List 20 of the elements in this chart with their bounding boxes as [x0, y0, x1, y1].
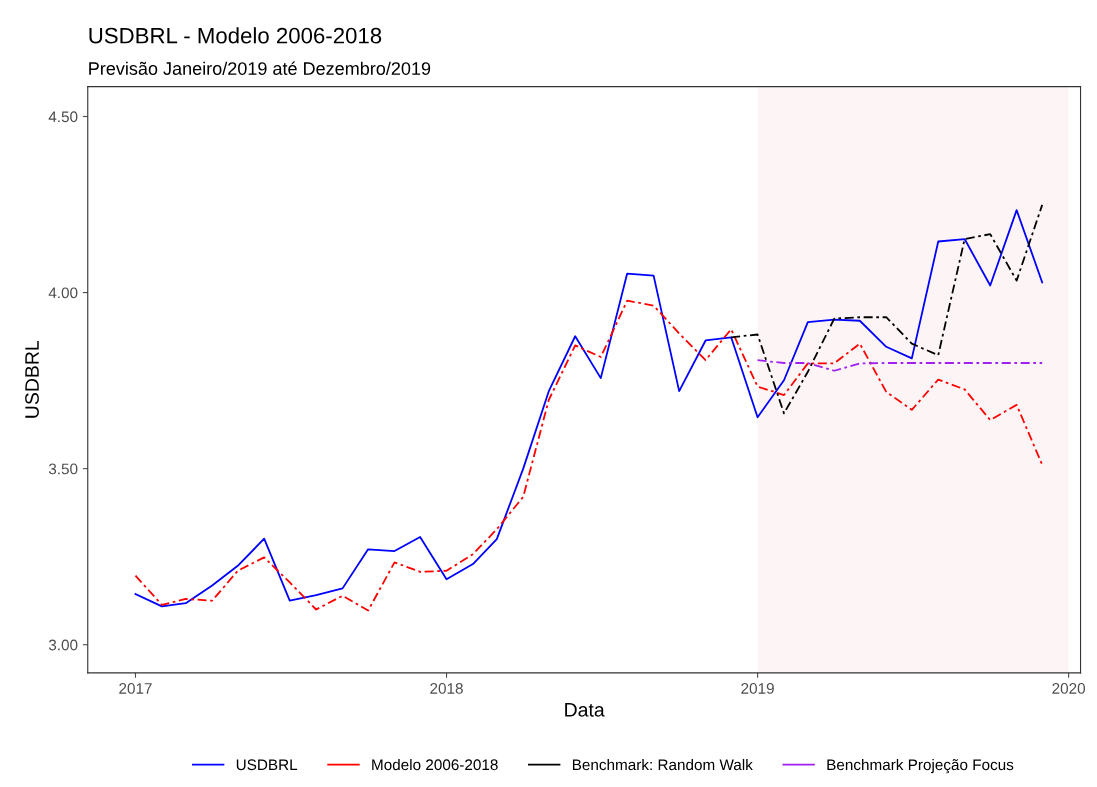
chart-title: USDBRL - Modelo 2006-2018 — [89, 27, 382, 44]
y-tick-label: 4.00 — [48, 287, 78, 299]
chart-subtitle: Previsão Janeiro/2019 até Dezembro/2019 — [89, 61, 431, 75]
x-tick-label: 2018 — [430, 683, 463, 694]
legend-label: Benchmark Projeção Focus — [827, 758, 1014, 774]
y-axis-title: USDBRL — [25, 340, 39, 418]
y-tick-label: 4.50 — [48, 111, 78, 123]
line-series — [134, 209, 1044, 608]
x-tick-label: 2017 — [119, 683, 152, 694]
x-tick-label: 2020 — [1052, 683, 1086, 694]
x-axis-title: Data — [565, 703, 605, 717]
x-tick-label: 2019 — [741, 683, 774, 694]
legend-label: Modelo 2006-2018 — [372, 758, 498, 771]
line-series — [134, 299, 1044, 612]
line-series — [756, 359, 1044, 372]
legend-label: Benchmark: Random Walk — [572, 758, 753, 771]
y-tick-label: 3.50 — [48, 463, 78, 475]
legend-label: USDBRL — [236, 759, 298, 771]
y-tick-label: 3.00 — [48, 639, 78, 651]
line-series — [730, 203, 1044, 415]
